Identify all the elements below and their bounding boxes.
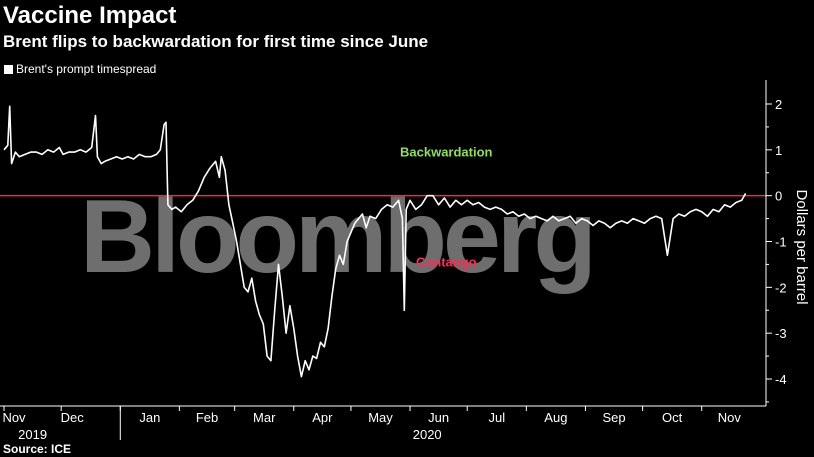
x-tick-label: Nov [2,410,26,425]
x-tick-label: Jan [139,410,160,425]
watermark: Bloomberg [80,179,593,295]
annotation-backwardation: Backwardation [400,145,493,160]
chart-source: Source: ICE [3,442,72,456]
chart-title: Vaccine Impact [3,2,177,29]
x-tick-label: Mar [253,410,276,425]
x-tick-label: Apr [312,410,333,425]
y-tick-label: 0 [775,189,782,204]
y-tick-label: -4 [775,372,787,387]
legend-swatch [4,64,13,74]
y-tick-label: -1 [775,235,787,250]
y-axis-title: Dollars per barrel [793,189,810,304]
legend-label: Brent's prompt timespread [16,62,157,76]
annotation-contango: Contango [416,255,477,270]
y-tick-label: -3 [775,326,787,341]
chart-subtitle: Brent flips to backwardation for first t… [3,32,429,51]
x-year-label: 2019 [18,427,47,442]
x-tick-label: Feb [196,410,218,425]
legend: Brent's prompt timespread [4,62,156,76]
x-tick-label: Aug [544,410,567,425]
x-tick-label: Jul [488,410,505,425]
x-tick-label: May [368,410,393,425]
y-tick-label: 1 [775,143,782,158]
x-tick-label: Dec [61,410,85,425]
series-line-0 [3,105,747,378]
y-tick-label: 2 [775,97,782,112]
x-year-label: 2020 [413,427,442,442]
x-tick-label: Nov [718,410,742,425]
y-tick-label: -2 [775,280,787,295]
x-tick-label: Oct [662,410,683,425]
x-tick-label: Sep [602,410,625,425]
x-tick-label: Jun [428,410,449,425]
